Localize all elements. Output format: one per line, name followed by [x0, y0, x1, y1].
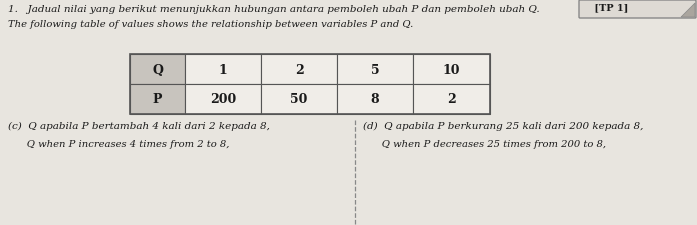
Text: 8: 8 [371, 93, 379, 106]
Bar [130, 55, 490, 115]
Text: 2: 2 [447, 93, 456, 106]
Bar [413, 55, 490, 85]
Text: 50: 50 [291, 93, 307, 106]
Text: Q: Q [152, 63, 163, 76]
Bar [185, 85, 261, 115]
Text: [TP 1]: [TP 1] [591, 3, 629, 12]
FancyBboxPatch shape [579, 1, 696, 19]
Bar [185, 55, 261, 85]
Bar [130, 85, 185, 115]
Text: P: P [153, 93, 162, 106]
Text: 200: 200 [210, 93, 236, 106]
Text: Q when P decreases 25 times from 200 to 8,: Q when P decreases 25 times from 200 to … [363, 139, 606, 148]
Text: 1.   Jadual nilai yang berikut menunjukkan hubungan antara pemboleh ubah P dan p: 1. Jadual nilai yang berikut menunjukkan… [8, 5, 539, 14]
Text: (c)  Q apabila P bertambah 4 kali dari 2 kepada 8,: (c) Q apabila P bertambah 4 kali dari 2 … [8, 122, 270, 130]
Polygon shape [681, 4, 695, 18]
Bar [413, 85, 490, 115]
Text: The following table of values shows the relationship between variables P and Q.: The following table of values shows the … [8, 20, 413, 29]
Text: 2: 2 [295, 63, 303, 76]
Text: 10: 10 [443, 63, 460, 76]
Bar [261, 55, 337, 85]
Text: (d)  Q apabila P berkurang 25 kali dari 200 kepada 8,: (d) Q apabila P berkurang 25 kali dari 2… [363, 122, 643, 130]
Bar [130, 55, 185, 85]
Text: 5: 5 [371, 63, 379, 76]
Bar [337, 55, 413, 85]
Text: 1: 1 [219, 63, 227, 76]
Text: Q when P increases 4 times from 2 to 8,: Q when P increases 4 times from 2 to 8, [8, 139, 229, 148]
Bar [337, 85, 413, 115]
Bar [261, 85, 337, 115]
